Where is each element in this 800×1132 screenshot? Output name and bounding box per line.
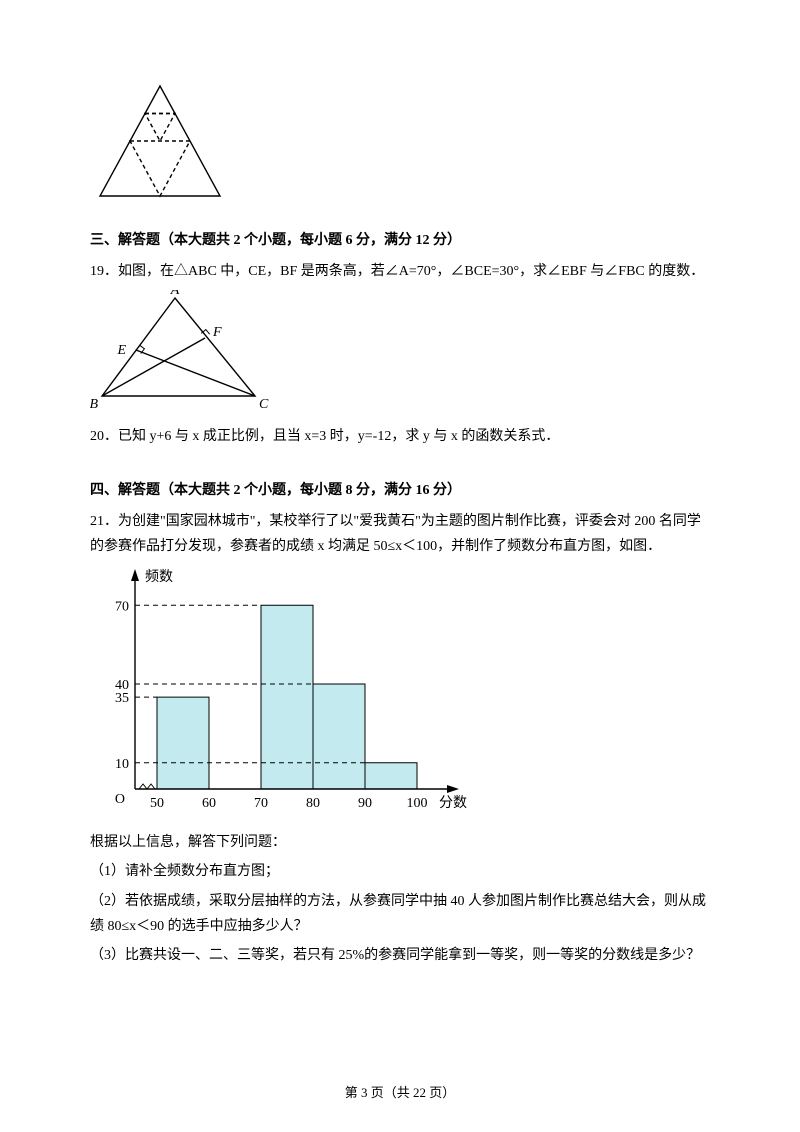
histogram-svg: O 10 3540 70 50 60 70 80 90 100 频数分数（分） bbox=[90, 563, 470, 828]
svg-text:70: 70 bbox=[254, 796, 268, 811]
svg-text:90: 90 bbox=[358, 796, 372, 811]
svg-text:分数（分）: 分数（分） bbox=[439, 795, 470, 811]
section-3-heading: 三、解答题（本大题共 2 个小题，每小题 6 分，满分 12 分） bbox=[90, 228, 710, 253]
problem-19-text: 19．如图，在△ABC 中，CE，BF 是两条高，若∠A=70°，∠BCE=30… bbox=[90, 264, 704, 279]
problem-21-part1: （1）请补全频数分布直方图； bbox=[90, 859, 710, 884]
svg-text:频数: 频数 bbox=[145, 569, 173, 585]
problem-20: 20．已知 y+6 与 x 成正比例，且当 x=3 时，y=-12，求 y 与 … bbox=[90, 424, 710, 449]
svg-text:E: E bbox=[116, 343, 126, 358]
svg-text:100: 100 bbox=[407, 796, 428, 811]
svg-text:50: 50 bbox=[150, 796, 164, 811]
svg-text:10: 10 bbox=[115, 757, 129, 772]
page-footer: 第 3 页（共 22 页） bbox=[0, 1081, 800, 1104]
svg-text:O: O bbox=[115, 792, 125, 807]
figure-triangle-altitudes: A B C E F bbox=[90, 290, 710, 410]
problem-19: 19．如图，在△ABC 中，CE，BF 是两条高，若∠A=70°，∠BCE=30… bbox=[90, 259, 710, 284]
triangle1-svg bbox=[90, 76, 230, 206]
svg-text:A: A bbox=[170, 290, 180, 298]
section-4-heading: 四、解答题（本大题共 2 个小题，每小题 8 分，满分 16 分） bbox=[90, 478, 710, 503]
problem-21-part2: （2）若依据成绩，采取分层抽样的方法，从参赛同学中抽 40 人参加图片制作比赛总… bbox=[90, 889, 710, 939]
problem-21-text: 21．为创建"国家园林城市"，某校举行了以"爱我黄石"为主题的图片制作比赛，评委… bbox=[90, 514, 701, 554]
problem-21: 21．为创建"国家园林城市"，某校举行了以"爱我黄石"为主题的图片制作比赛，评委… bbox=[90, 509, 710, 559]
problem-20-text: 20．已知 y+6 与 x 成正比例，且当 x=3 时，y=-12，求 y 与 … bbox=[90, 429, 559, 444]
figure-triangle-midsegments bbox=[90, 76, 710, 206]
problem-21-prompt: 根据以上信息，解答下列问题： bbox=[90, 830, 710, 855]
figure-histogram: O 10 3540 70 50 60 70 80 90 100 频数分数（分） bbox=[90, 563, 710, 828]
svg-text:35: 35 bbox=[115, 691, 129, 706]
triangle2-svg: A B C E F bbox=[90, 290, 270, 410]
problem-21-part3: （3）比赛共设一、二、三等奖，若只有 25%的参赛同学能拿到一等奖，则一等奖的分… bbox=[90, 943, 710, 968]
svg-text:60: 60 bbox=[202, 796, 216, 811]
page: 三、解答题（本大题共 2 个小题，每小题 6 分，满分 12 分） 19．如图，… bbox=[0, 0, 800, 1132]
svg-text:70: 70 bbox=[115, 599, 129, 614]
svg-text:80: 80 bbox=[306, 796, 320, 811]
svg-text:F: F bbox=[212, 325, 222, 340]
svg-text:40: 40 bbox=[115, 678, 129, 693]
svg-text:C: C bbox=[259, 397, 269, 410]
svg-text:B: B bbox=[90, 397, 98, 410]
